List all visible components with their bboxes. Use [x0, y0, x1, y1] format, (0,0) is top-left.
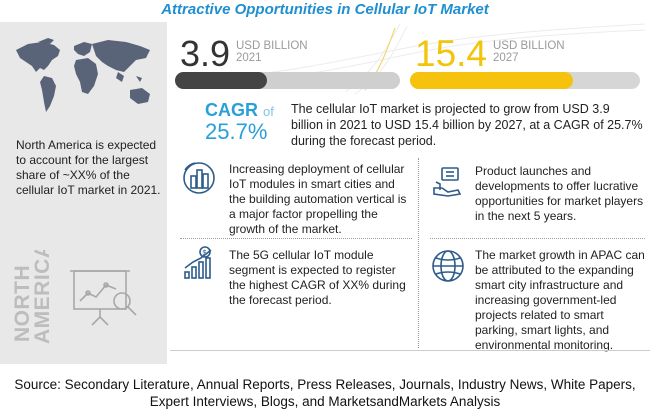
progress-bar-2021	[175, 72, 400, 89]
bottom-rule	[170, 350, 650, 351]
cagr-text: CAGR	[205, 100, 258, 120]
smart-city-icon	[183, 162, 215, 194]
presentation-chart-icon	[70, 270, 137, 326]
cagr-value: 25.7%	[205, 119, 268, 144]
page-title: Attractive Opportunities in Cellular IoT…	[161, 1, 489, 18]
progress-fill-2027	[410, 72, 574, 89]
cagr-label: CAGR of	[205, 100, 274, 121]
highlight-5g-segment: The 5G cellular IoT module segment is ex…	[229, 248, 406, 307]
product-launch-icon	[433, 167, 462, 197]
north-america-note: North America is expected to account for…	[16, 138, 161, 197]
value-2021: 3.9	[180, 33, 231, 74]
highlight-smart-cities: Increasing deployment of cellular IoT mo…	[229, 162, 407, 236]
growth-chart-icon: $	[184, 246, 212, 279]
globe-network-icon	[432, 250, 464, 282]
divider-horizontal-right	[430, 238, 645, 239]
progress-fill-2021	[175, 72, 268, 89]
cagr-of-text: of	[263, 104, 274, 119]
year-label: 2027	[493, 52, 519, 64]
value-2027: 15.4	[415, 33, 488, 74]
progress-bar-2027	[410, 72, 640, 89]
divider-horizontal-left	[180, 238, 412, 239]
unit-2021: USD BILLION 2021	[236, 40, 308, 64]
unit-2027: USD BILLION 2027	[493, 40, 565, 64]
source-note: Source: Secondary Literature, Annual Rep…	[14, 377, 636, 409]
unit-label: USD BILLION	[236, 40, 308, 52]
highlight-product-launches: Product launches and developments to off…	[475, 164, 644, 223]
region-label-line1: NORTH	[12, 265, 34, 342]
unit-label: USD BILLION	[493, 40, 565, 52]
market-summary: The cellular IoT market is projected to …	[291, 102, 643, 148]
region-label-line2: AMERICA	[31, 250, 52, 344]
divider-vertical	[418, 158, 419, 348]
world-map-icon	[16, 38, 150, 112]
svg-text:$: $	[203, 250, 207, 257]
highlight-apac-growth: The market growth in APAC can be attribu…	[475, 248, 645, 352]
region-label: NORTH AMERICA	[12, 250, 52, 344]
year-label: 2021	[236, 52, 262, 64]
